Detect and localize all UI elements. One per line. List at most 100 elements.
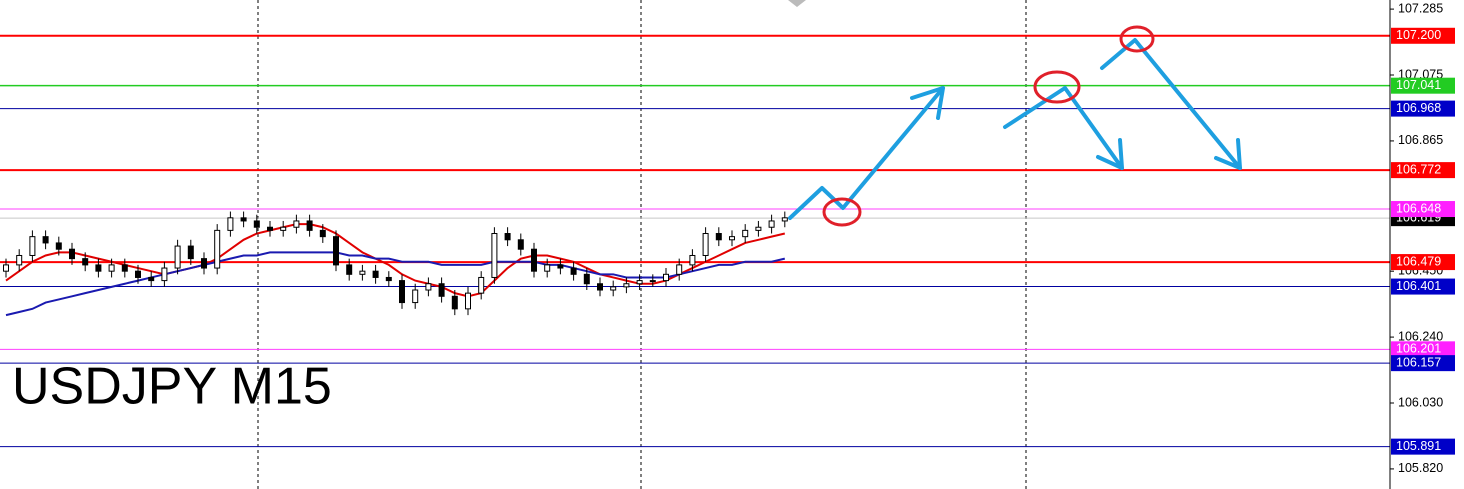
circle	[822, 197, 862, 227]
candle-body	[82, 258, 89, 266]
candle-body	[517, 239, 524, 250]
level-label-box	[1391, 355, 1455, 372]
level-label: 107.200	[1396, 28, 1441, 42]
candle-body	[16, 254, 23, 266]
moving-average	[5, 251, 786, 317]
level-label: 106.201	[1396, 342, 1441, 356]
level-label-box	[1391, 438, 1455, 455]
candle-body	[676, 264, 683, 275]
candle-body	[319, 229, 326, 238]
chart-title: USDJPY M15	[12, 358, 332, 416]
level-label: 106.772	[1396, 162, 1441, 176]
y-tick-label: 106.240	[1398, 329, 1443, 343]
candles	[3, 211, 788, 316]
candle-body	[570, 267, 577, 275]
candle-body	[583, 273, 590, 285]
candle-body	[161, 267, 168, 282]
candle-body	[531, 248, 537, 272]
level-label: 107.041	[1396, 78, 1441, 92]
arrow	[1100, 38, 1242, 170]
level-label: 105.891	[1396, 439, 1441, 453]
level-label-box	[1391, 162, 1455, 179]
candle-body	[385, 276, 392, 282]
candle-body	[702, 233, 709, 256]
candle-body	[451, 295, 458, 310]
candle-body	[557, 264, 564, 269]
candle-body	[95, 264, 102, 272]
forecast-arrows	[788, 38, 1242, 220]
axis-labels: 107.285107.075106.865106.450106.240106.0…	[1390, 1, 1455, 475]
candle-body	[306, 220, 313, 231]
candle-body	[42, 236, 49, 244]
candle-body	[781, 217, 788, 222]
candle-body	[636, 280, 643, 285]
level-label: 106.648	[1396, 201, 1441, 215]
y-tick-label: 106.865	[1398, 133, 1443, 147]
candle-body	[372, 270, 379, 278]
level-label: 106.479	[1396, 254, 1441, 268]
candle-body	[267, 226, 273, 231]
level-label-box	[1391, 278, 1455, 295]
candle-body	[649, 280, 656, 283]
level-label: 106.401	[1396, 279, 1441, 293]
candle-body	[227, 217, 234, 231]
candle-body	[240, 217, 247, 222]
scroll-marker	[788, 0, 806, 7]
level-label-box	[1391, 201, 1455, 218]
candle-body	[214, 229, 221, 269]
candle-body	[597, 283, 603, 291]
arrow	[1003, 86, 1124, 170]
candle-body	[610, 286, 617, 291]
candle-body	[715, 233, 722, 241]
candle-body	[333, 236, 339, 266]
candle-body	[755, 226, 762, 231]
arrow	[788, 86, 945, 220]
y-tick-label: 106.030	[1398, 395, 1443, 409]
highlight-circles	[822, 25, 1155, 227]
candle-body	[544, 264, 551, 272]
arrow-head	[910, 86, 945, 120]
candle-body	[412, 289, 419, 304]
level-label-box	[1391, 100, 1455, 117]
candle-body	[69, 248, 75, 260]
candle-body	[491, 233, 498, 278]
candle-body	[253, 220, 260, 228]
levels	[0, 34, 1390, 448]
circle	[1119, 25, 1155, 53]
candle-body	[148, 276, 155, 282]
candle-body	[663, 273, 669, 282]
candle-body	[187, 245, 194, 260]
moving-averages	[5, 223, 786, 317]
level-label-box	[1391, 341, 1455, 358]
candle-body	[478, 276, 485, 294]
candle-body	[174, 245, 181, 269]
candle-body	[293, 220, 300, 228]
candle-body	[399, 280, 405, 304]
candle-body	[425, 283, 432, 291]
level-label-box	[1391, 27, 1455, 44]
level-label-box	[1391, 254, 1455, 271]
candle-body	[135, 270, 141, 278]
arrow-head	[1214, 138, 1242, 170]
arrow-head	[1096, 138, 1124, 170]
candle-body	[359, 270, 366, 275]
candle-body	[689, 254, 696, 266]
candle-body	[108, 264, 115, 272]
candle-body	[768, 220, 775, 228]
y-tick-label: 105.820	[1398, 461, 1443, 475]
moving-average	[5, 223, 786, 298]
level-label: 106.968	[1396, 101, 1441, 115]
candle-body	[438, 283, 445, 297]
candle-body	[55, 242, 62, 250]
level-label-box	[1391, 77, 1455, 94]
y-tick-label: 107.285	[1398, 1, 1443, 15]
candle-body	[201, 258, 207, 269]
candle-body	[346, 264, 353, 275]
candle-body	[465, 292, 471, 310]
candle-body	[29, 236, 36, 256]
candle-body	[504, 233, 511, 241]
level-label: 106.157	[1396, 355, 1441, 369]
candle-body	[623, 283, 630, 288]
